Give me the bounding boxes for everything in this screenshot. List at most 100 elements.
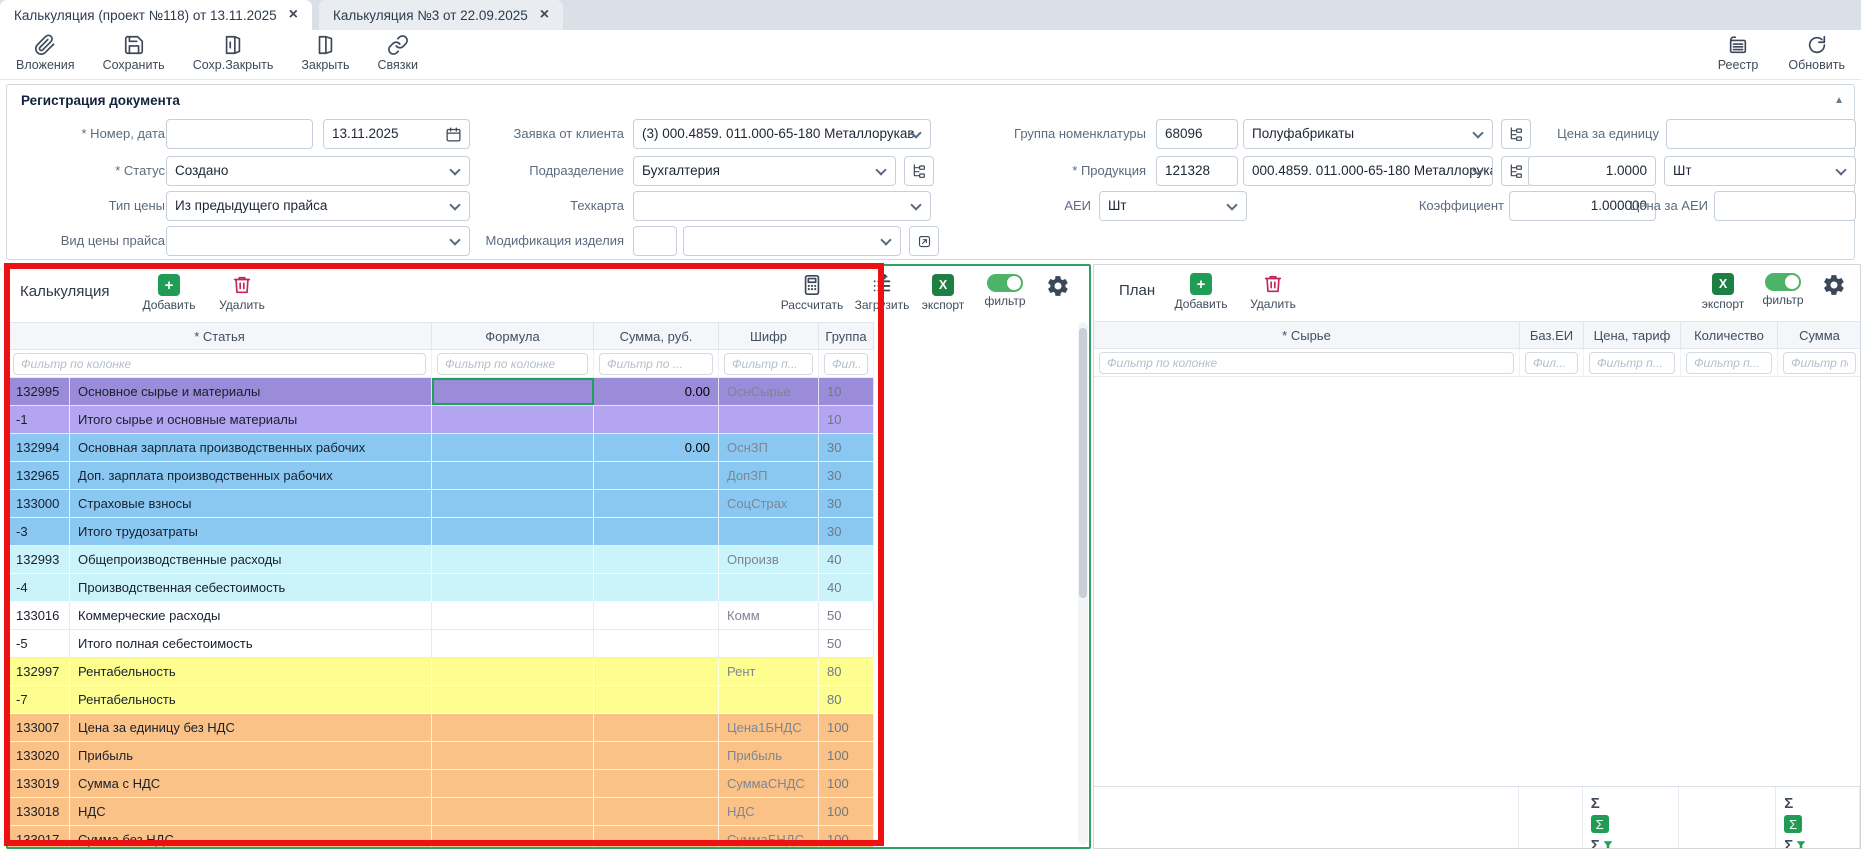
cell-article[interactable]: Основная зарплата производственных рабоч… [70, 434, 432, 461]
sum-selected-icon[interactable]: Σ [1784, 815, 1803, 833]
table-row[interactable]: -7 Рентабельность 80 [8, 686, 874, 714]
cell-formula[interactable] [432, 742, 594, 769]
cell-id[interactable]: -4 [8, 574, 70, 601]
cell-sum[interactable] [594, 462, 719, 489]
cell-code[interactable]: Прибыль [719, 742, 819, 769]
cell-formula[interactable] [432, 518, 594, 545]
cell-id[interactable]: 133018 [8, 798, 70, 825]
registry-button[interactable]: Реестр [1718, 34, 1758, 72]
cell-group[interactable]: 100 [819, 714, 874, 741]
cell-formula[interactable] [432, 770, 594, 797]
cell-code[interactable] [719, 686, 819, 713]
cell-formula[interactable] [432, 630, 594, 657]
cell-sum[interactable] [594, 658, 719, 685]
cell-code[interactable]: Цена1БНДС [719, 714, 819, 741]
table-row[interactable]: -3 Итого трудозатраты 30 [8, 518, 874, 546]
cell-id[interactable]: -7 [8, 686, 70, 713]
nomenclature-group-select[interactable]: Полуфабрикаты [1243, 119, 1493, 149]
cell-sum[interactable] [594, 602, 719, 629]
cell-article[interactable]: Страховые взносы [70, 490, 432, 517]
cell-article[interactable]: Доп. зарплата производственных рабочих [70, 462, 432, 489]
table-row[interactable]: 133000 Страховые взносы СоцСтрах 30 [8, 490, 874, 518]
scrollbar-thumb[interactable] [1079, 328, 1087, 598]
cell-article[interactable]: Общепроизводственные расходы [70, 546, 432, 573]
department-tree-button[interactable] [904, 156, 934, 186]
cell-code[interactable] [719, 630, 819, 657]
export-excel-button[interactable]: X экспорт [1693, 273, 1753, 311]
cell-id[interactable]: 132965 [8, 462, 70, 489]
cell-sum[interactable] [594, 742, 719, 769]
table-row[interactable]: -5 Итого полная себестоимость 50 [8, 630, 874, 658]
base-unit-filter-input[interactable] [1525, 351, 1578, 374]
close-icon[interactable]: × [539, 6, 550, 23]
document-number-input[interactable] [166, 119, 313, 149]
cell-id[interactable]: 133000 [8, 490, 70, 517]
cell-formula[interactable] [432, 434, 594, 461]
cell-formula[interactable] [432, 490, 594, 517]
nomenclature-tree-button[interactable] [1501, 119, 1531, 149]
export-excel-button[interactable]: X экспорт [913, 274, 973, 312]
cell-code[interactable]: СуммаСНДС [719, 770, 819, 797]
article-filter-input[interactable] [13, 352, 426, 375]
cell-article[interactable]: Сумма без НДС [70, 826, 432, 847]
cell-formula[interactable] [432, 826, 594, 847]
cell-id[interactable]: 132993 [8, 546, 70, 573]
column-header[interactable]: Количество [1681, 322, 1778, 348]
cell-sum[interactable] [594, 770, 719, 797]
delete-row-button[interactable]: Удалить [1243, 273, 1303, 311]
cell-group[interactable]: 100 [819, 742, 874, 769]
calendar-icon[interactable] [445, 126, 462, 143]
table-row[interactable]: 132995 Основное сырье и материалы 0.00 ОснС… [8, 378, 874, 406]
cell-code[interactable]: Опроизв [719, 546, 819, 573]
group-filter-input[interactable] [824, 352, 868, 375]
cell-formula[interactable] [432, 406, 594, 433]
raw-material-filter-input[interactable] [1099, 351, 1514, 374]
document-date-input[interactable]: 13.11.2025 [323, 119, 470, 149]
cell-id[interactable]: -5 [8, 630, 70, 657]
cell-article[interactable]: Итого трудозатраты [70, 518, 432, 545]
vertical-scrollbar[interactable] [1078, 322, 1088, 845]
column-header[interactable]: Сумма [1778, 322, 1860, 348]
aei-select[interactable]: Шт [1099, 191, 1247, 221]
modification-open-button[interactable] [909, 226, 939, 256]
cell-id[interactable]: 133019 [8, 770, 70, 797]
cell-id[interactable]: 133016 [8, 602, 70, 629]
cell-id[interactable]: 132995 [8, 378, 70, 405]
table-row[interactable]: 132993 Общепроизводственные расходы Опроиз… [8, 546, 874, 574]
cell-code[interactable]: СоцСтрах [719, 490, 819, 517]
status-select[interactable]: Создано [166, 156, 470, 186]
tab-calc-3[interactable]: Калькуляция №3 от 22.09.2025 × [318, 0, 564, 30]
tab-calc-project[interactable]: Калькуляция (проект №118) от 13.11.2025 … [0, 0, 312, 30]
cell-group[interactable]: 10 [819, 378, 874, 405]
cell-code[interactable]: Комм [719, 602, 819, 629]
cell-article[interactable]: Прибыль [70, 742, 432, 769]
add-row-button[interactable]: + Добавить [139, 274, 199, 312]
production-tree-button[interactable] [1501, 156, 1531, 186]
cell-formula[interactable] [432, 378, 594, 405]
table-row[interactable]: 133017 Сумма без НДС СуммаБНДС 100 [8, 826, 874, 847]
column-header[interactable]: Баз.ЕИ [1520, 322, 1584, 348]
filter-toggle[interactable]: фильтр [975, 271, 1035, 308]
cell-article[interactable]: Цена за единицу без НДС [70, 714, 432, 741]
table-row[interactable]: -4 Производственная себестоимость 40 [8, 574, 874, 602]
cell-code[interactable] [719, 518, 819, 545]
cell-group[interactable]: 100 [819, 798, 874, 825]
cell-formula[interactable] [432, 798, 594, 825]
modification-select[interactable] [683, 226, 901, 256]
cell-id[interactable]: -3 [8, 518, 70, 545]
attachments-button[interactable]: Вложения [16, 34, 75, 72]
add-row-button[interactable]: + Добавить [1171, 273, 1231, 311]
column-header[interactable]: * Сырье [1094, 322, 1520, 348]
table-row[interactable]: 133018 НДС НДС 100 [8, 798, 874, 826]
production-select[interactable]: 000.4859. 011.000-65-180 Металлорукав кр… [1243, 156, 1493, 186]
column-header[interactable]: Сумма, руб. [594, 323, 719, 349]
cell-id[interactable]: 133020 [8, 742, 70, 769]
delete-row-button[interactable]: Удалить [212, 274, 272, 312]
cell-group[interactable]: 100 [819, 770, 874, 797]
settings-button[interactable] [1822, 273, 1846, 297]
cell-formula[interactable] [432, 546, 594, 573]
modification-code-input[interactable] [633, 226, 677, 256]
cell-id[interactable]: 133017 [8, 826, 70, 847]
production-unit-select[interactable]: Шт [1664, 156, 1856, 186]
save-close-button[interactable]: Сохр.Закрыть [193, 34, 273, 72]
